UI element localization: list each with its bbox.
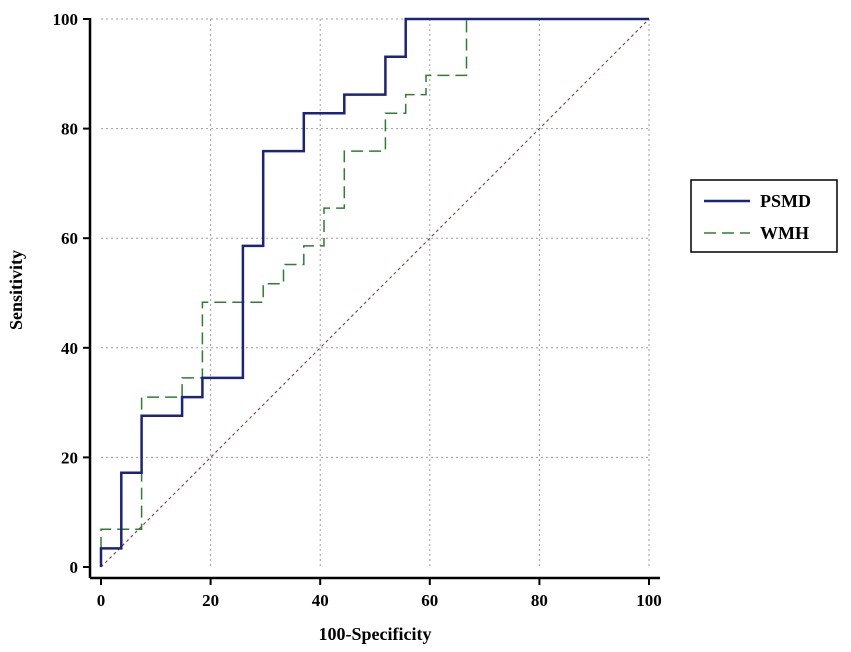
y-tick-label: 80	[61, 120, 78, 139]
legend-box	[690, 179, 838, 253]
series-line-reference-diagonal	[100, 18, 650, 568]
y-axis-label: Sensitivity	[6, 250, 26, 330]
legend-label-psmd: PSMD	[760, 191, 811, 211]
x-tick-label: 0	[97, 591, 106, 610]
y-tick-label: 60	[61, 229, 78, 248]
x-tick-label: 20	[202, 591, 219, 610]
y-tick-label: 100	[53, 10, 79, 29]
legend-label-wmh: WMH	[760, 223, 809, 243]
legend: PSMD WMH	[690, 179, 838, 253]
x-tick-label: 100	[636, 591, 662, 610]
y-tick-label: 0	[70, 558, 79, 577]
x-axis-label: 100-Specificity	[319, 624, 432, 644]
x-tick-label: 40	[312, 591, 329, 610]
axes	[88, 18, 660, 580]
x-tick-label: 60	[421, 591, 438, 610]
series-line-wmh	[100, 18, 649, 567]
x-tick-label: 80	[531, 591, 548, 610]
series-line-psmd	[99, 17, 649, 567]
ticks: 0 20 40 60 80 100 0 20 40 60 80 100	[53, 10, 662, 610]
grid-lines	[101, 18, 650, 567]
y-tick-label: 40	[61, 339, 78, 358]
series-lines	[99, 17, 650, 568]
y-tick-label: 20	[61, 448, 78, 467]
